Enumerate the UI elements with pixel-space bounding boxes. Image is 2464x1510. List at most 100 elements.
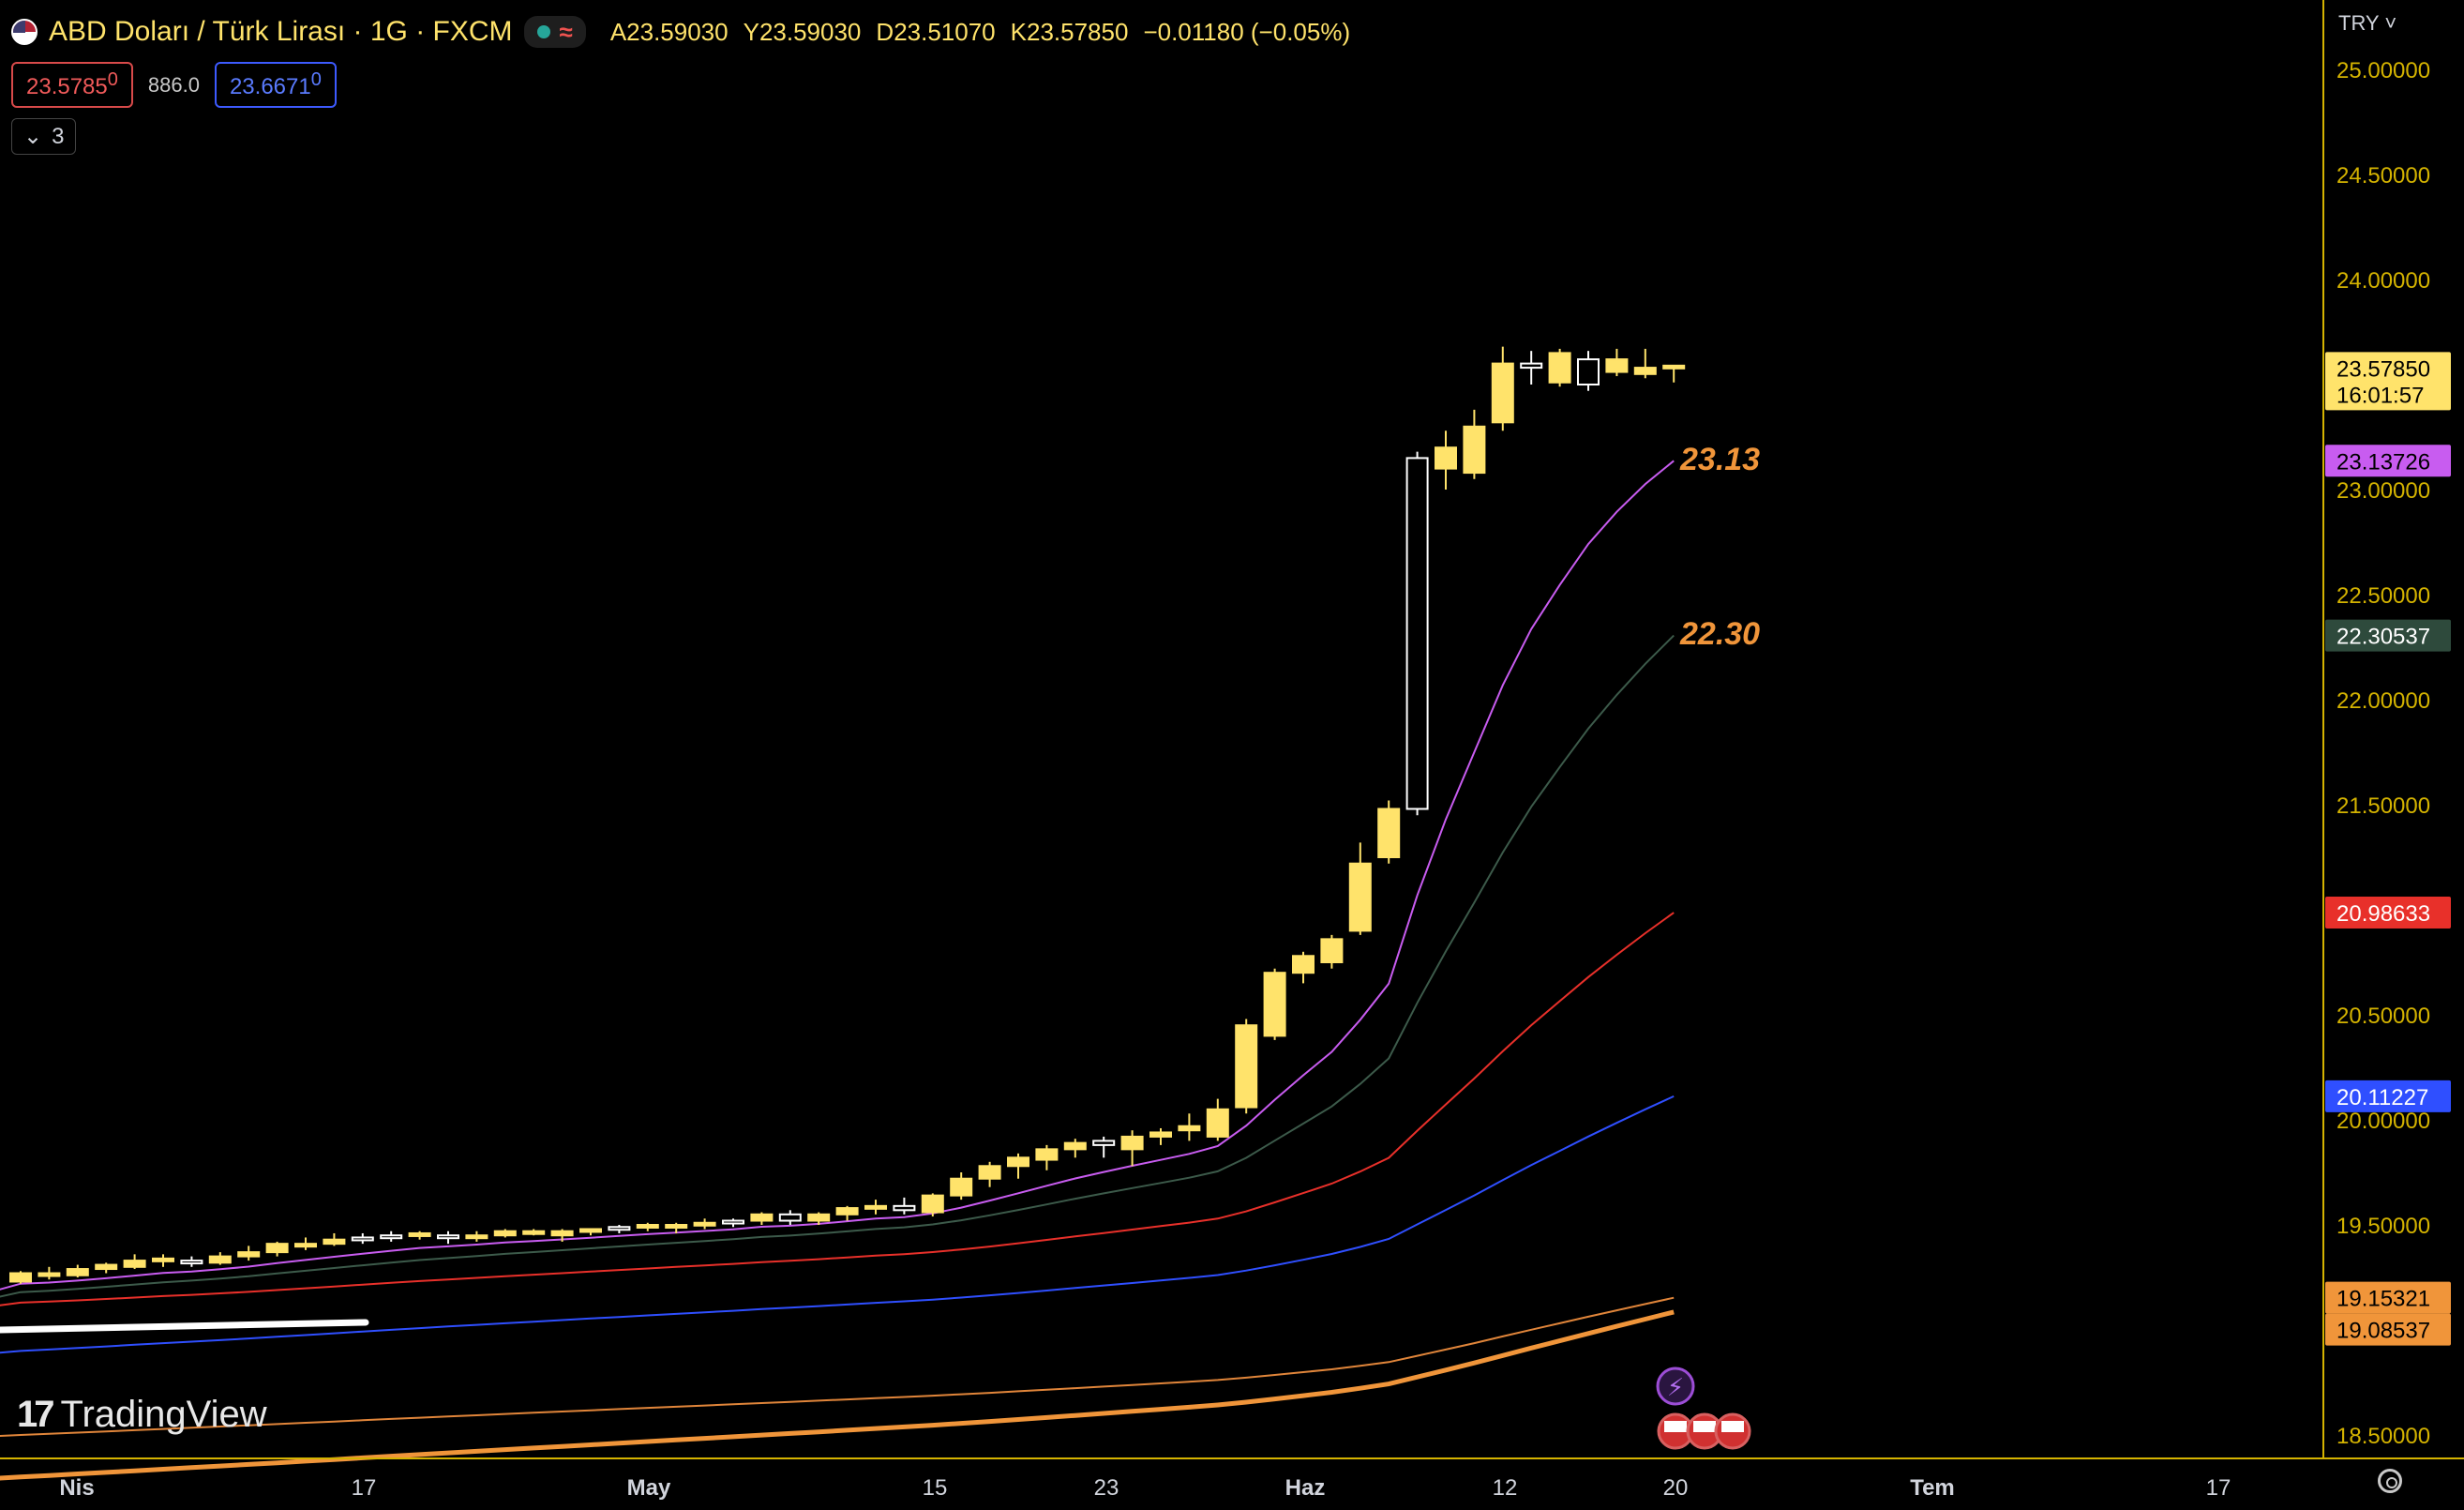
candle	[208, 1252, 232, 1265]
candle-body	[1377, 808, 1401, 858]
symbol-title[interactable]: ABD Doları / Türk Lirası · 1G · FXCM	[49, 16, 513, 47]
price-tick-label: 18.50000	[2336, 1424, 2430, 1449]
candle	[351, 1232, 374, 1245]
wave-icon: ≈	[559, 17, 573, 46]
candle-body	[665, 1224, 688, 1229]
candle	[579, 1228, 602, 1236]
price-tick-label: 23.00000	[2336, 478, 2430, 504]
time-tick-label: 23	[1094, 1475, 1119, 1501]
candle	[608, 1225, 631, 1233]
candle-body	[864, 1204, 887, 1210]
candle	[9, 1271, 32, 1284]
time-tick-label: Haz	[1285, 1475, 1326, 1501]
candle-body	[323, 1238, 346, 1246]
candle-body	[522, 1230, 546, 1235]
price-badge-value: 20.11227	[2336, 1085, 2428, 1110]
price-badge: 19.15321	[2325, 1281, 2451, 1314]
price-axis[interactable]: 25.00000 24.50000 24.00000 23.00000 22.50000…	[2322, 0, 2451, 1458]
currency-selector[interactable]: TRY ˅	[2338, 11, 2396, 36]
price-badge-value: 19.08537	[2336, 1319, 2430, 1344]
candle-body	[950, 1177, 973, 1197]
candle-body	[1633, 367, 1657, 375]
candle-body	[465, 1234, 488, 1240]
price-badge-bg	[2325, 445, 2451, 477]
candle	[294, 1237, 317, 1250]
brand-name: TradingView	[60, 1394, 267, 1435]
candle-body	[722, 1219, 744, 1225]
ohlc-close-value: 23.57850	[1026, 17, 1129, 46]
candle	[1063, 1139, 1087, 1158]
candle	[237, 1246, 261, 1261]
time-tick-label: 20	[1663, 1475, 1689, 1501]
price-tick-label: 22.50000	[2336, 583, 2430, 609]
candle-body	[1035, 1148, 1059, 1161]
sell-button[interactable]: 23.57850	[11, 62, 133, 108]
price-badge-bg	[2325, 1313, 2451, 1346]
candle-body	[550, 1230, 574, 1237]
candle	[864, 1200, 887, 1215]
tradingview-mark-icon: 17	[17, 1394, 54, 1435]
gear-icon[interactable]	[2378, 1469, 2402, 1493]
time-tick-label: 15	[923, 1475, 948, 1501]
candle	[265, 1241, 289, 1257]
candle-body	[608, 1226, 631, 1231]
candle-body	[408, 1231, 431, 1237]
candle-body	[1092, 1140, 1116, 1146]
status-pill[interactable]: ≈	[523, 16, 586, 48]
candle-body	[1007, 1156, 1029, 1168]
price-badge: 20.11227	[2325, 1080, 2451, 1112]
candle-body	[265, 1243, 289, 1254]
candle	[1263, 968, 1286, 1040]
candle	[1577, 351, 1600, 391]
ema-line-6	[0, 1309, 1675, 1481]
candle	[1292, 951, 1315, 984]
indicator-toggle-button[interactable]: ⌄ 3	[11, 118, 77, 155]
trendline-drawing	[0, 1319, 369, 1334]
buy-price: 23.6671	[229, 74, 311, 99]
tradingview-logo[interactable]: 17 TradingView	[17, 1394, 267, 1436]
ohlc-open-value: 23.59030	[626, 17, 729, 46]
candle-body	[893, 1204, 916, 1212]
candles	[9, 346, 1686, 1284]
candle-body	[1292, 955, 1315, 974]
candle	[1149, 1127, 1172, 1145]
events-group: ⚡	[1656, 1367, 1751, 1450]
candle	[522, 1229, 546, 1236]
candle	[1206, 1098, 1229, 1141]
candle-body	[437, 1234, 459, 1240]
price-badge-bg	[2325, 619, 2451, 652]
ohlc-change: −0.01180 (−0.05%)	[1143, 17, 1351, 46]
candle-body	[1463, 425, 1486, 475]
candle	[323, 1232, 346, 1246]
candle	[408, 1231, 431, 1240]
price-tick-label: 24.00000	[2336, 268, 2430, 294]
candle	[978, 1161, 1001, 1187]
candle	[722, 1218, 744, 1228]
candle-body	[807, 1213, 831, 1222]
chart-annotations: 23.13 22.30 ⚡	[1656, 442, 1760, 1450]
chevron-down-icon: ˅	[2384, 11, 2397, 35]
candle-body	[1348, 862, 1372, 932]
sell-price-sup: 0	[107, 69, 118, 90]
us-event-flag-stripe	[1664, 1421, 1687, 1432]
candle	[1633, 348, 1657, 379]
price-badge-value: 19.15321	[2336, 1287, 2430, 1312]
candle-body	[1149, 1131, 1172, 1138]
candle	[1235, 1019, 1258, 1114]
candle-body	[95, 1263, 118, 1271]
candle	[778, 1210, 802, 1225]
lightning-event-icon	[1656, 1367, 1695, 1406]
candle-body	[208, 1255, 232, 1264]
time-tick-label: May	[627, 1475, 671, 1501]
candle	[95, 1262, 118, 1274]
ema-line-4	[0, 1095, 1675, 1354]
candle	[835, 1205, 859, 1221]
price-badge: 23.13726	[2325, 445, 2451, 477]
buy-button[interactable]: 23.66710	[214, 62, 337, 108]
ohlc-high-value: 23.59030	[759, 17, 862, 46]
candle	[1178, 1113, 1201, 1141]
time-axis[interactable]: Nis 17 May 15 23 Haz 12 20 Tem 17	[0, 1457, 2464, 1501]
candle-body	[123, 1260, 146, 1268]
candle	[152, 1254, 174, 1267]
